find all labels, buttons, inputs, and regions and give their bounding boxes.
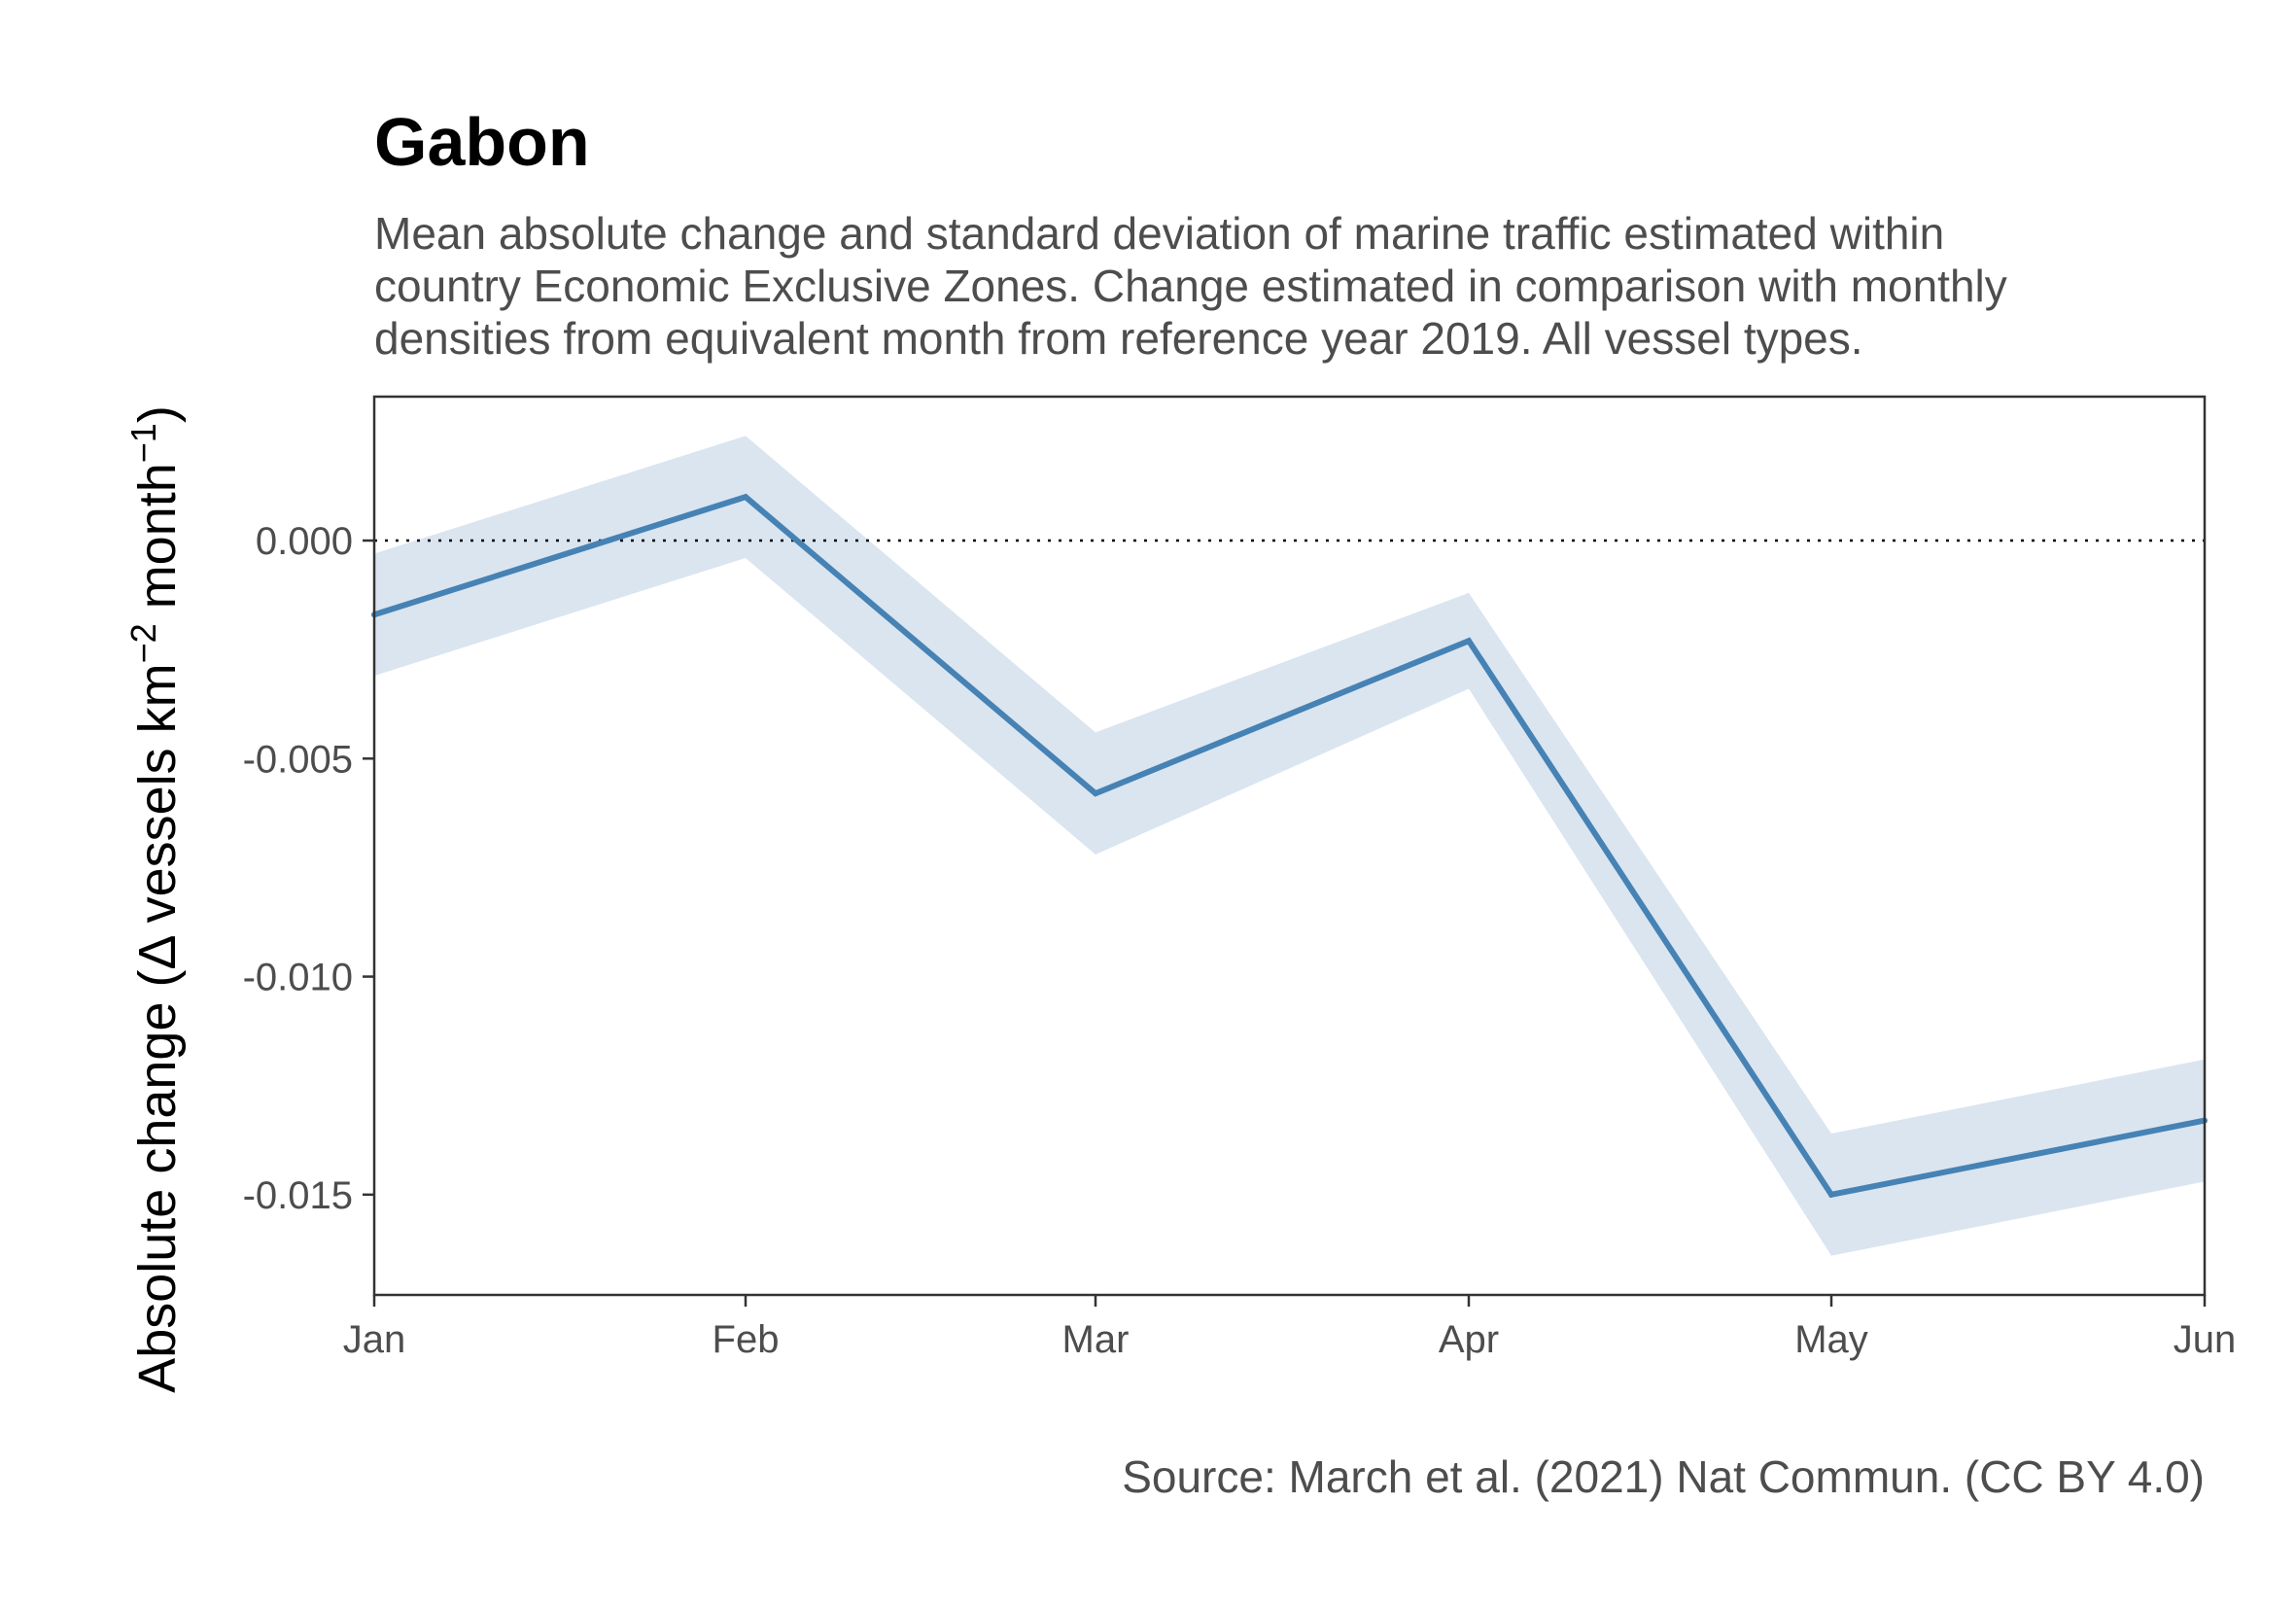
x-tick-label-jun: Jun <box>2174 1318 2237 1361</box>
x-tick-label-mar: Mar <box>1062 1318 1130 1361</box>
chart-subtitle-line-2: country Economic Exclusive Zones. Change… <box>374 261 2007 311</box>
chart-subtitle-line-3: densities from equivalent month from ref… <box>374 313 1863 364</box>
y-axis-title: Absolute change (Δ vessels km−2 month−1) <box>123 405 187 1393</box>
y-axis-title-vessels: vessels km <box>128 663 187 937</box>
data-point-mar <box>1093 790 1098 797</box>
x-tick-label-feb: Feb <box>713 1318 780 1361</box>
chart-caption: Source: March et al. (2021) Nat Commun. … <box>1122 1451 2205 1502</box>
sd-ribbon <box>374 436 2205 1256</box>
x-tick-label-apr: Apr <box>1439 1318 1499 1361</box>
y-tick-label: 0.000 <box>256 520 353 563</box>
y-axis-title-month: month <box>128 463 187 623</box>
y-tick-label: -0.005 <box>243 738 353 781</box>
data-point-may <box>1828 1191 1834 1198</box>
x-tick-label-jan: Jan <box>343 1318 406 1361</box>
data-point-apr <box>1466 638 1472 645</box>
y-axis-title-exponent-km: −2 <box>123 623 163 663</box>
data-point-feb <box>743 494 748 501</box>
y-tick-label: -0.010 <box>243 957 353 999</box>
x-axis: Jan Feb Mar Apr May Jun <box>343 1295 2237 1361</box>
chart-subtitle-line-1: Mean absolute change and standard deviat… <box>374 208 1944 259</box>
x-tick-label-may: May <box>1794 1318 1868 1361</box>
y-axis-title-exponent-month: −1 <box>123 423 163 463</box>
y-axis-title-prefix: Absolute change ( <box>128 969 187 1392</box>
chart-title: Gabon <box>374 104 590 180</box>
delta-symbol: Δ <box>128 936 187 970</box>
y-axis-title-suffix: ) <box>128 405 187 423</box>
y-tick-label: -0.015 <box>243 1174 353 1217</box>
mean-line <box>373 493 2206 1199</box>
panel-border <box>372 395 2207 1297</box>
plot-panel <box>371 395 2208 1297</box>
y-axis: 0.000 -0.005 -0.010 -0.015 <box>243 520 374 1217</box>
